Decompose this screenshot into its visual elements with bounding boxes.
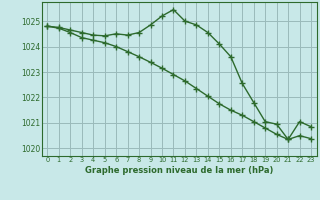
X-axis label: Graphe pression niveau de la mer (hPa): Graphe pression niveau de la mer (hPa) — [85, 166, 273, 175]
